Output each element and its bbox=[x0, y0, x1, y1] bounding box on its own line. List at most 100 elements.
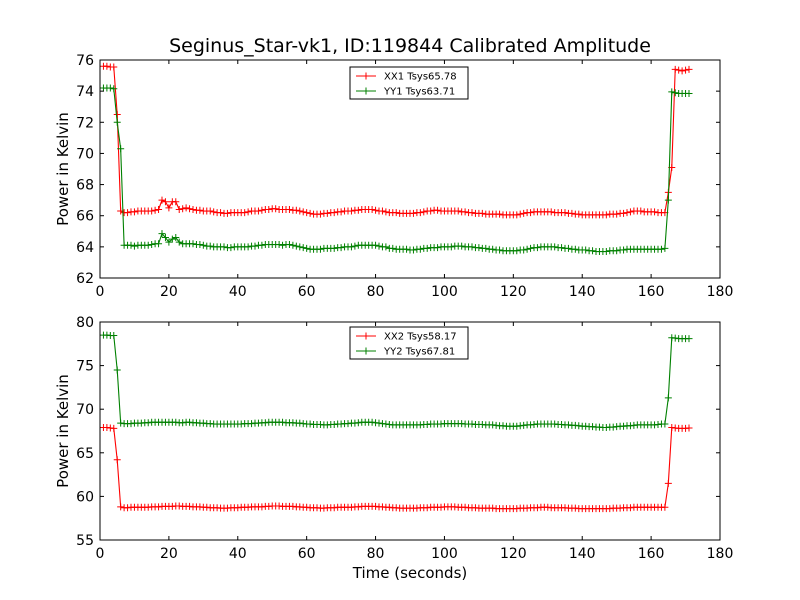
data-point bbox=[392, 209, 400, 217]
legend-label: YY2 Tsys67.81 bbox=[383, 347, 455, 358]
data-point bbox=[589, 247, 597, 255]
data-point bbox=[685, 65, 693, 73]
data-point bbox=[468, 209, 476, 217]
data-point bbox=[478, 209, 486, 217]
data-point bbox=[489, 245, 497, 253]
data-point bbox=[513, 247, 521, 255]
data-point bbox=[520, 246, 528, 254]
plot-frame bbox=[99, 321, 721, 541]
data-point bbox=[117, 145, 125, 153]
data-point bbox=[113, 456, 121, 464]
data-point bbox=[482, 244, 490, 252]
data-point bbox=[244, 208, 252, 216]
data-point bbox=[378, 207, 386, 215]
x-tick-label: 160 bbox=[638, 546, 665, 562]
y-tick-label: 76 bbox=[76, 53, 94, 69]
data-point bbox=[347, 207, 355, 215]
y-tick-label: 70 bbox=[76, 402, 94, 418]
y-tick-label: 55 bbox=[76, 533, 94, 549]
data-point bbox=[516, 210, 524, 218]
data-point bbox=[323, 209, 331, 217]
data-point bbox=[571, 245, 579, 253]
legend-marker bbox=[362, 332, 370, 340]
data-point bbox=[227, 244, 235, 252]
data-point bbox=[620, 209, 628, 217]
data-point bbox=[186, 205, 194, 213]
data-point bbox=[513, 211, 521, 219]
x-tick-label: 160 bbox=[638, 284, 665, 300]
data-point bbox=[382, 208, 390, 216]
data-point bbox=[206, 242, 214, 250]
data-point bbox=[375, 242, 383, 250]
data-point bbox=[468, 243, 476, 251]
data-point bbox=[568, 209, 576, 217]
chart-title: Seginus_Star-vk1, ID:119844 Calibrated A… bbox=[169, 35, 651, 57]
plot-frame bbox=[99, 59, 721, 279]
data-point bbox=[420, 208, 428, 216]
data-point bbox=[561, 209, 569, 217]
data-point bbox=[189, 240, 197, 248]
data-point bbox=[368, 205, 376, 213]
data-point bbox=[199, 241, 207, 249]
data-point bbox=[461, 208, 469, 216]
x-tick-label: 140 bbox=[569, 546, 596, 562]
data-point bbox=[127, 241, 135, 249]
data-point bbox=[316, 245, 324, 253]
legend-item: XX2 Tsys58.17 bbox=[356, 332, 457, 343]
data-point bbox=[623, 209, 631, 217]
data-point bbox=[148, 207, 156, 215]
data-point bbox=[330, 209, 338, 217]
data-point bbox=[220, 243, 228, 251]
data-point bbox=[685, 424, 693, 432]
data-point bbox=[196, 206, 204, 214]
data-point bbox=[533, 244, 541, 252]
data-point bbox=[296, 243, 304, 251]
data-point bbox=[372, 241, 380, 249]
data-point bbox=[454, 207, 462, 215]
legend-box bbox=[349, 66, 469, 100]
data-point bbox=[189, 205, 197, 213]
data-point bbox=[637, 207, 645, 215]
data-point bbox=[527, 209, 535, 217]
data-point bbox=[258, 206, 266, 214]
data-point bbox=[161, 234, 169, 242]
series-markers bbox=[99, 331, 693, 432]
data-point bbox=[602, 211, 610, 219]
data-point bbox=[678, 67, 686, 75]
series-line bbox=[103, 426, 690, 510]
y-tick-label: 70 bbox=[76, 146, 94, 162]
legend-label: YY1 Tsys63.71 bbox=[383, 87, 455, 98]
data-point bbox=[564, 244, 572, 252]
data-point bbox=[179, 205, 187, 213]
data-point bbox=[251, 242, 259, 250]
legend-marker bbox=[362, 72, 370, 80]
data-point bbox=[351, 242, 359, 250]
data-point bbox=[272, 205, 280, 213]
data-point bbox=[155, 240, 163, 248]
legend-box bbox=[349, 326, 469, 360]
x-tick-label: 60 bbox=[298, 546, 316, 562]
x-tick-label: 180 bbox=[707, 284, 734, 300]
data-point bbox=[223, 209, 231, 217]
data-point bbox=[296, 207, 304, 215]
data-point bbox=[661, 244, 669, 252]
series-markers bbox=[99, 84, 693, 256]
data-point bbox=[303, 209, 311, 217]
data-point bbox=[458, 242, 466, 250]
x-tick-label: 0 bbox=[96, 284, 105, 300]
data-point bbox=[416, 209, 424, 217]
data-point bbox=[244, 243, 252, 251]
data-point bbox=[175, 205, 183, 213]
x-tick-label: 40 bbox=[229, 546, 247, 562]
y-tick-label: 75 bbox=[76, 359, 94, 375]
data-point bbox=[299, 208, 307, 216]
y-tick-label: 62 bbox=[76, 271, 94, 287]
data-point bbox=[496, 246, 504, 254]
data-point bbox=[175, 238, 183, 246]
y-tick-label: 74 bbox=[76, 84, 94, 100]
data-point bbox=[664, 394, 672, 402]
data-point bbox=[103, 62, 111, 70]
data-point bbox=[389, 244, 397, 252]
series-markers bbox=[99, 62, 693, 219]
data-point bbox=[372, 206, 380, 214]
